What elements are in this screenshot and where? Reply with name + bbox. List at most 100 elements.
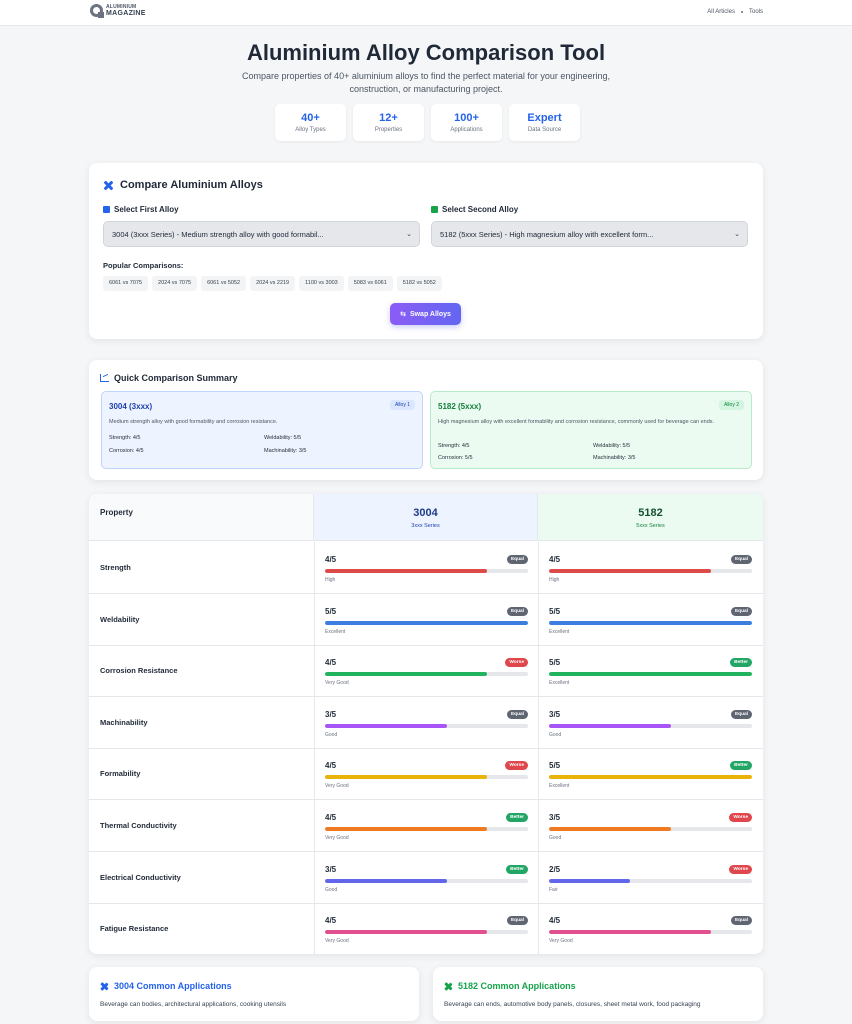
score-bar-fill	[325, 775, 488, 780]
chevron-down-icon: ⌄	[406, 231, 412, 238]
alloy-2-summary: 5182 (5xxx) Alloy 2 High magnesium alloy…	[430, 391, 752, 469]
rating-label: High	[325, 577, 336, 583]
table-row: Corrosion Resistance 4/5 Worse Very Good 5/5…	[89, 645, 763, 698]
first-alloy-label-text: Select First Alloy	[114, 205, 179, 214]
alloy-1-tag: Alloy 1	[389, 400, 415, 410]
score-bar-fill	[549, 878, 631, 883]
score-bar-fill	[325, 930, 488, 935]
table-row: Weldability 5/5 Equal Excellent 5/5 Equal Exce…	[89, 593, 763, 646]
alloy-1-weldability: Weldability: 5/5	[264, 435, 302, 441]
comparison-chip[interactable]: 1100 vs 3003	[299, 276, 344, 291]
property-score: 3/5	[325, 709, 337, 719]
rating-label: Very Good	[325, 938, 349, 945]
alloy-b-cell: 5/5 Better Excellent	[538, 748, 762, 800]
comparison-badge: Better	[506, 864, 528, 874]
score-bar-track	[325, 827, 528, 831]
property-name: Corrosion Resistance	[100, 666, 178, 676]
property-score: 5/5	[549, 658, 561, 668]
comparison-badge: Better	[730, 658, 752, 668]
quick-summary-card: Quick Comparison Summary 3004 (3xxx) All…	[89, 360, 763, 480]
comparison-chip[interactable]: 2024 vs 2219	[250, 276, 296, 291]
alloy-2-strength: Strength: 4/5	[438, 443, 470, 449]
rating-label: Very Good	[325, 835, 349, 841]
score-bar-fill	[325, 827, 488, 831]
score-bar-track	[325, 620, 528, 625]
comparison-badge: Equal	[506, 916, 528, 926]
comparison-badge: Better	[730, 761, 752, 771]
nav-link-all-articles[interactable]: All Articles	[707, 9, 735, 15]
rating-label: High	[549, 577, 560, 583]
property-score: 5/5	[549, 606, 561, 616]
score-bar-fill	[549, 723, 671, 728]
comparison-table: Property 3004 3xxx Series 5182 5xxx Seri…	[89, 494, 763, 954]
table-row: Machinability 3/5 Equal Good 3/5 Equal Good	[89, 696, 763, 749]
alloy-1-machinability: Machinability: 3/5	[264, 448, 307, 454]
comparison-chip[interactable]: 6061 vs 7075	[103, 276, 149, 291]
property-score: 2/5	[549, 864, 561, 874]
property-score: 4/5	[325, 813, 337, 822]
cube-icon	[431, 206, 438, 213]
tools-icon	[103, 180, 114, 191]
comparison-chip[interactable]: 6061 vs 5052	[201, 276, 247, 291]
alloy-a-applications-title-text: 3004 Common Applications	[114, 981, 232, 991]
tools-icon	[444, 982, 453, 991]
rating-label: Good	[325, 886, 338, 893]
page-title: Aluminium Alloy Comparison Tool	[246, 40, 606, 65]
score-bar-fill	[325, 672, 488, 677]
comparison-badge: Equal	[506, 555, 528, 564]
property-name: Formability	[100, 769, 141, 779]
stats-row: 40+ Alloy Types 12+ Properties 100+ Appl…	[275, 104, 580, 141]
logo-text: ALUMINIUM MAGAZINE	[106, 4, 146, 17]
first-alloy-select[interactable]: 3004 (3xxx Series) - Medium strength all…	[103, 221, 420, 247]
alloy-a-cell: 4/5 Better Very Good	[314, 800, 538, 851]
score-bar-track	[325, 775, 528, 780]
tools-icon	[100, 982, 109, 991]
score-bar-track	[325, 569, 528, 573]
property-name: Machinability	[100, 717, 148, 727]
alloy-a-cell: 4/5 Worse Very Good	[314, 748, 538, 800]
summary-title: Quick Comparison Summary	[100, 373, 238, 383]
comparison-badge: Equal	[730, 709, 752, 719]
score-bar-fill	[325, 569, 488, 573]
property-score: 5/5	[549, 761, 561, 771]
rating-label: Excellent	[325, 628, 346, 635]
property-score: 4/5	[325, 555, 337, 564]
nav-link-tools[interactable]: Tools	[748, 9, 763, 15]
comparison-chip[interactable]: 5182 vs 5052	[396, 276, 442, 291]
comparison-badge: Equal	[730, 916, 752, 926]
second-alloy-select[interactable]: 5182 (5xxx Series) - High magnesium allo…	[431, 221, 748, 247]
comparison-badge: Equal	[730, 606, 752, 616]
rating-label: Good	[549, 731, 562, 738]
score-bar-track	[325, 930, 528, 935]
alloy-a-cell: 4/5 Equal Very Good	[314, 903, 538, 954]
alloy-b-applications-text: Beverage can ends, automotive body panel…	[444, 1001, 701, 1008]
score-bar-track	[549, 723, 752, 728]
cube-icon	[103, 206, 110, 213]
stat-value: 12+	[379, 112, 398, 124]
alloy-a-cell: 4/5 Equal High	[314, 542, 538, 593]
stat-label: Alloy Types	[295, 127, 326, 133]
stat-properties: 12+ Properties	[353, 104, 424, 141]
alloy-2-name: 5182 (5xxx)	[438, 402, 482, 411]
alloy-a-cell: 4/5 Worse Very Good	[314, 645, 538, 697]
score-bar-track	[549, 569, 752, 573]
score-bar-track	[325, 672, 528, 677]
property-score: 3/5	[549, 709, 561, 719]
top-navigation-bar: ALUMINIUM MAGAZINE All Articles Tools	[0, 0, 852, 26]
rating-label: Excellent	[549, 783, 570, 790]
alloy-1-name: 3004 (3xxx)	[109, 402, 153, 411]
alloy-1-corrosion: Corrosion: 4/5	[109, 448, 144, 454]
alloy-b-header-name: 5182	[638, 507, 663, 519]
comparison-chip[interactable]: 2024 vs 7075	[152, 276, 198, 291]
stat-alloy-types: 40+ Alloy Types	[275, 104, 346, 141]
swap-alloys-button[interactable]: ⇆ Swap Alloys	[390, 303, 461, 325]
comparison-badge: Worse	[505, 761, 528, 771]
score-bar-track	[549, 878, 752, 883]
site-logo[interactable]: ALUMINIUM MAGAZINE	[90, 4, 146, 18]
logo-line-2: MAGAZINE	[106, 9, 146, 17]
compare-card-title: Compare Aluminium Alloys	[103, 179, 263, 191]
stat-data-source: Expert Data Source	[509, 104, 580, 141]
swap-alloys-label: Swap Alloys	[409, 310, 451, 318]
comparison-chip[interactable]: 5083 vs 6061	[347, 276, 393, 291]
alloy-a-header-name: 3004	[413, 507, 438, 519]
